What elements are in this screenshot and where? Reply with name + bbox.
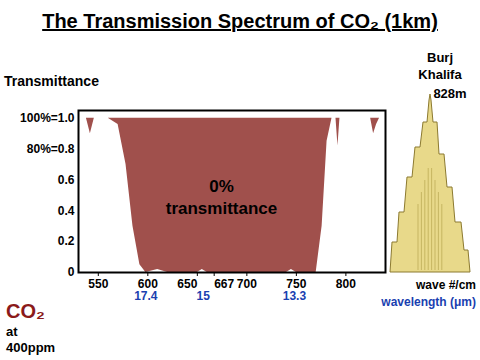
svg-text:wavelength (μm): wavelength (μm) [380,295,476,309]
svg-text:800: 800 [336,277,356,291]
svg-text:wave #/cm: wave #/cm [415,278,476,292]
svg-text:550: 550 [88,277,108,291]
svg-text:0.2: 0.2 [58,234,75,248]
svg-text:100%=1.0: 100%=1.0 [20,111,75,125]
svg-text:13.3: 13.3 [283,289,307,303]
svg-text:CO₂: CO₂ [6,300,45,322]
svg-text:750: 750 [286,277,307,291]
svg-text:667: 667 [214,277,234,291]
svg-text:400ppm: 400ppm [6,340,55,355]
svg-text:80%=0.8: 80%=0.8 [27,142,75,156]
svg-text:Khalifa: Khalifa [418,67,462,82]
svg-text:0.4: 0.4 [58,204,75,218]
svg-text:Transmittance: Transmittance [4,73,99,89]
svg-text:15: 15 [197,289,211,303]
svg-text:650: 650 [177,277,197,291]
svg-text:0%: 0% [209,177,234,196]
svg-text:at: at [6,324,18,339]
svg-text:700: 700 [237,277,257,291]
svg-text:17.4: 17.4 [134,289,158,303]
svg-text:600: 600 [137,277,158,291]
svg-text:transmittance: transmittance [166,199,277,218]
svg-text:The Transmission Spectrum of C: The Transmission Spectrum of CO₂ (1km) [42,10,438,32]
svg-text:828m: 828m [433,86,466,101]
svg-text:0.6: 0.6 [58,173,75,187]
svg-text:0: 0 [68,265,75,279]
svg-text:Burj: Burj [427,50,453,65]
